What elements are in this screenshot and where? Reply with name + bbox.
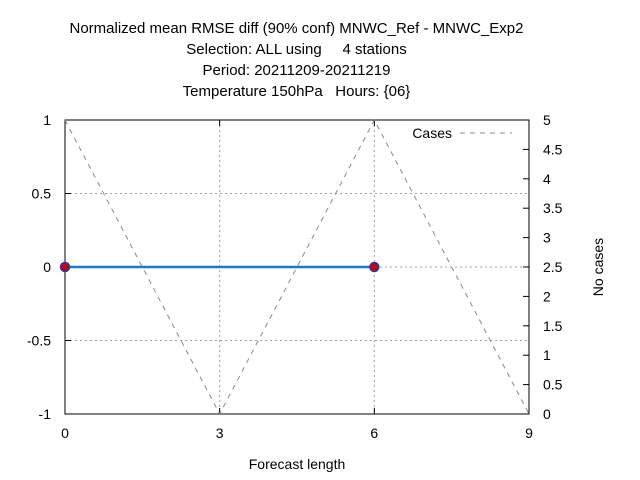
chart-title: Normalized mean RMSE diff (90% conf) MNW… [0,18,593,102]
legend: Cases [412,125,512,141]
y-tick-label: 0 [43,259,51,275]
chart-title-line-2: Selection: ALL using 4 stations [186,41,407,58]
x-tick-label: 9 [525,425,533,441]
y2-tick-label: 0 [543,406,551,422]
y-tick-label: 0.5 [32,186,52,202]
y2-tick-label: 2.5 [543,259,563,275]
y-tick-label: -0.5 [27,333,51,349]
x-tick-label: 0 [61,425,69,441]
y2-tick-label: 5 [543,112,551,128]
cases-series-line [64,118,530,416]
x-tick-label: 3 [216,425,224,441]
y2-axis-label: No cases [590,238,606,296]
y-tick-label: 1 [43,112,51,128]
y2-tick-label: 4 [543,171,551,187]
y2-tick-label: 0.5 [543,377,563,393]
x-axis-label: Forecast length [249,456,346,472]
series-layer [59,118,530,416]
rmse-diff-point [369,261,380,273]
chart-title-line-4: Temperature 150hPa Hours: {06} [182,83,411,100]
rmse-diff-point [59,261,71,273]
y2-tick-label: 4.5 [543,141,563,157]
chart-title-line-3: Period: 20211209-20211219 [202,62,391,79]
x-tick-label: 6 [370,425,378,441]
y2-tick-label: 2 [543,288,551,304]
legend-label-cases: Cases [412,125,452,141]
y2-tick-label: 3 [543,230,551,246]
ticks-layer: 0 3 6 9 1 0.5 0 -0.5 -1 5 4.5 4 3.5 3 2.5 2 1.5 1 0.5 0 [27,112,563,441]
y2-tick-label: 1.5 [543,318,563,334]
y2-tick-label: 1 [543,347,551,363]
y2-tick-label: 3.5 [543,200,563,216]
chart-title-line-1: Normalized mean RMSE diff (90% conf) MNW… [69,20,524,37]
y-tick-label: -1 [39,406,52,422]
